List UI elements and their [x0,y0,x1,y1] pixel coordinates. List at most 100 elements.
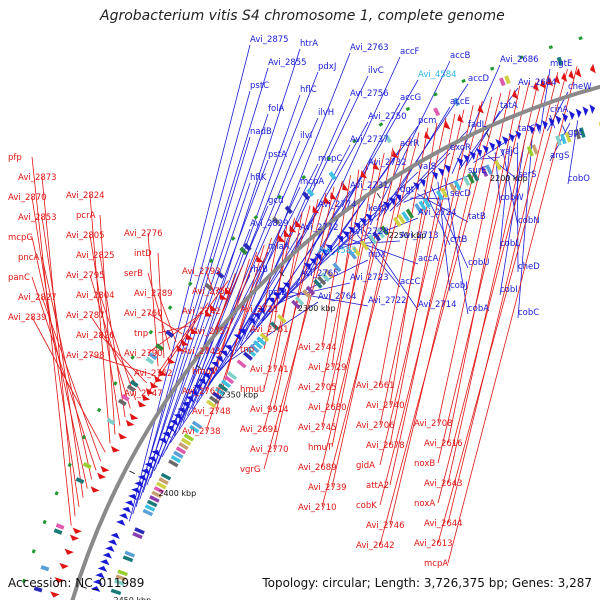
reverse-gene-arrow [224,287,233,295]
gene-tracks [22,36,600,600]
leader-line [219,278,301,371]
reverse-gene-arrow [589,63,596,74]
leader-line [451,64,501,174]
reverse-gene-arrow [295,219,302,228]
reverse-gene-arrow [554,74,561,85]
feature-block [467,173,475,184]
marker-dash [301,175,307,180]
forward-gene-arrow [134,481,144,488]
forward-gene-arrow [568,110,575,121]
forward-gene-arrow [107,539,118,546]
gene-label-reverse: Avi_2789 [134,289,173,299]
feature-block [53,528,63,535]
marker-dash [54,491,59,496]
gene-label-reverse: Avi_2776 [124,229,163,239]
feature-block [320,272,331,283]
feature-block [560,133,567,145]
forward-gene-arrow [267,297,275,305]
gene-label-forward: Avi_2737 [350,135,389,145]
kbp-tick-label: 2450 kbp [114,596,152,600]
gene-label-reverse: Avi_2706 [356,421,395,431]
kbp-ticks: 2450 kbp 2400 kbp 2350 kbp 2300 kbp 2250 kbp… [80,131,600,600]
gene-label-reverse: mcpA [424,559,448,569]
marker-dash [578,36,583,41]
gene-label-forward: cobL [500,239,520,249]
feature-block [153,486,165,494]
gene-label-forward: Avi_4583 [318,246,357,256]
feature-block [236,359,247,369]
gene-label-forward: Avi_2728 [350,227,389,237]
gene-label-reverse: attA2 [366,481,389,491]
gene-label-reverse: mcpG [8,233,33,243]
leader-line [321,175,351,348]
gene-label-reverse: Avi_2744 [298,343,337,353]
leader-line [41,256,93,480]
forward-gene-arrow [189,390,198,397]
gene-label-reverse: panC [8,273,30,283]
forward-gene-arrow [92,579,103,586]
gene-label-forward: nadB [250,127,272,137]
gene-label-forward: gpt [568,128,583,138]
kbp-tick [376,192,382,199]
gene-label-reverse: Avi_2642 [356,541,395,551]
feature-block [156,481,167,490]
topology-text: Topology: circular; [262,576,371,590]
feature-block [397,214,406,225]
gene-label-forward: crtB [450,235,468,245]
forward-gene-arrow [469,151,476,161]
kbp-tick-label: 2350 kbp [221,391,259,400]
leader-line [132,67,269,515]
gene-label-forward: Avi_2714 [418,300,457,310]
feature-block [115,574,127,581]
leader-line [263,180,343,470]
leader-line [263,231,280,310]
gene-label-reverse: Avi_2826 [76,331,115,341]
leader-line [146,159,269,486]
gene-label-reverse: hmuU [240,385,265,395]
forward-gene-arrow [282,282,290,290]
feature-block [110,588,122,596]
leader-line [437,89,511,424]
leader-line [465,110,501,167]
forward-gene-arrow [394,193,402,203]
leader-line [89,194,111,444]
leader-line [437,181,451,292]
gene-label-forward: gcd [268,196,283,206]
feature-block [113,579,125,586]
gene-label-forward: Avi_4584 [418,70,457,80]
gene-label-reverse: Avi_2661 [356,381,395,391]
marker-dash [433,92,438,97]
gene-label-reverse: tnp [240,345,254,355]
leader-line [437,82,530,464]
leader-line [147,312,183,335]
feature-block [158,477,169,485]
gene-label-reverse: Avi_2827 [18,293,57,303]
gene-label-forward: Avi_2731 [350,181,389,191]
forward-gene-arrow [388,197,396,206]
feature-block [227,371,238,381]
gene-label-reverse: vgrG [240,465,261,475]
gene-label-reverse: cobK [356,501,377,511]
forward-gene-arrow [562,112,568,123]
gene-label-reverse: Avi_2748 [192,407,231,417]
gene-label-forward: cobA [468,304,489,314]
feature-block [372,231,381,242]
feature-block [384,134,392,144]
gene-label-forward: Avi_2774 [318,200,357,210]
gene-label-reverse: Avi_2746 [366,521,405,531]
gene-label-reverse: Avi_2762 [134,369,173,379]
reverse-gene-arrow [532,81,540,92]
reverse-gene-arrow [204,309,213,317]
gene-label-forward: Avi_2855 [268,58,307,68]
feature-block [368,234,377,245]
gene-label-forward: hflK [250,173,267,183]
leader-line [447,66,578,564]
kbp-tick-label: 2300 kbp [298,304,336,313]
forward-gene-arrow [233,334,242,342]
feature-block [440,187,449,199]
leader-line [321,152,385,428]
reverse-gene-arrow [547,76,554,87]
gene-label-forward: accE [450,97,470,107]
kbp-tick [195,364,202,370]
